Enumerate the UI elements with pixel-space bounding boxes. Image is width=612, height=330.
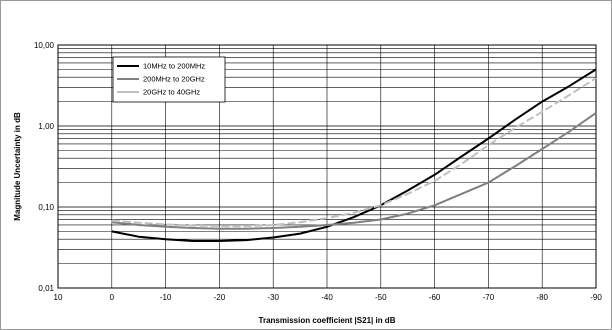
x-tick-label: -60 — [429, 293, 441, 302]
x-tick-label: -20 — [214, 293, 226, 302]
x-axis-ticks: 10 0 -10 -20 -30 -40 -50 -60 -70 -80 -90 — [54, 293, 603, 302]
y-tick-label: 1,00 — [38, 122, 54, 131]
y-axis-ticks: 0,01 0,10 1,00 10,00 — [34, 41, 55, 293]
x-tick-label: -10 — [160, 293, 172, 302]
x-tick-label: 0 — [110, 293, 115, 302]
x-tick-label: -50 — [375, 293, 387, 302]
series-line-3 — [111, 77, 597, 228]
legend-label-1: 10MHz to 200MHz — [143, 62, 205, 71]
y-tick-label: 10,00 — [34, 41, 55, 50]
x-tick-label: -80 — [536, 293, 548, 302]
x-tick-label: -90 — [590, 293, 602, 302]
x-axis-label: Transmission coefficient |S21| in dB — [259, 316, 396, 325]
x-tick-label: -30 — [267, 293, 279, 302]
y-tick-label: 0,01 — [38, 284, 54, 293]
y-axis-label: Magnitude Uncertainty in dB — [13, 112, 22, 221]
plot-area — [57, 44, 597, 289]
series-line-2 — [111, 112, 597, 230]
legend: 10MHz to 200MHz 200MHz to 20GHz 20GHz to 4… — [112, 56, 226, 103]
x-tick-label: -70 — [483, 293, 495, 302]
legend-label-3: 20GHz to 40GHz — [143, 88, 200, 97]
series-line-1 — [111, 68, 597, 242]
series-layer — [111, 68, 597, 242]
y-tick-label: 0,10 — [38, 203, 54, 212]
legend-label-2: 200MHz to 20GHz — [143, 75, 205, 84]
x-tick-label: -40 — [321, 293, 333, 302]
x-tick-label: 10 — [54, 293, 63, 302]
